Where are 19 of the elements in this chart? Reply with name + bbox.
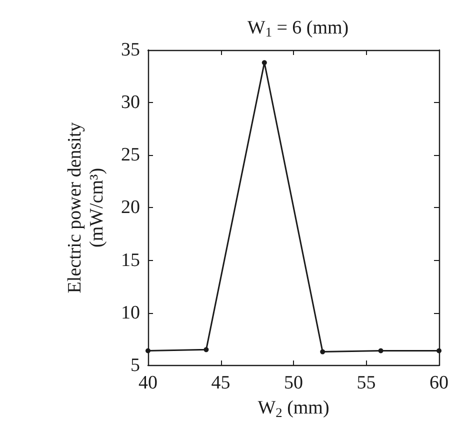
y-tick-label: 30 (121, 92, 140, 114)
y-tick-label: 35 (121, 40, 140, 60)
y-tick-label: 5 (130, 354, 140, 376)
x-tick-label: 40 (138, 372, 158, 394)
y-tick-label: 20 (121, 197, 140, 218)
y-tick-label: 10 (121, 302, 140, 324)
x-tick-label: 55 (356, 372, 376, 394)
point (204, 347, 209, 352)
x-tick-label: 60 (430, 372, 448, 394)
point (146, 348, 150, 354)
y-tick-label: 15 (121, 250, 140, 271)
point (378, 348, 384, 354)
point (320, 349, 326, 354)
x-tick-label: 45 (211, 372, 230, 394)
point (262, 60, 267, 66)
y-axis-title: Electric power density (mW/cm³) (64, 122, 108, 294)
x-tick-label: 50 (284, 372, 303, 394)
point (436, 348, 442, 354)
y-tick-label: 25 (121, 144, 140, 166)
